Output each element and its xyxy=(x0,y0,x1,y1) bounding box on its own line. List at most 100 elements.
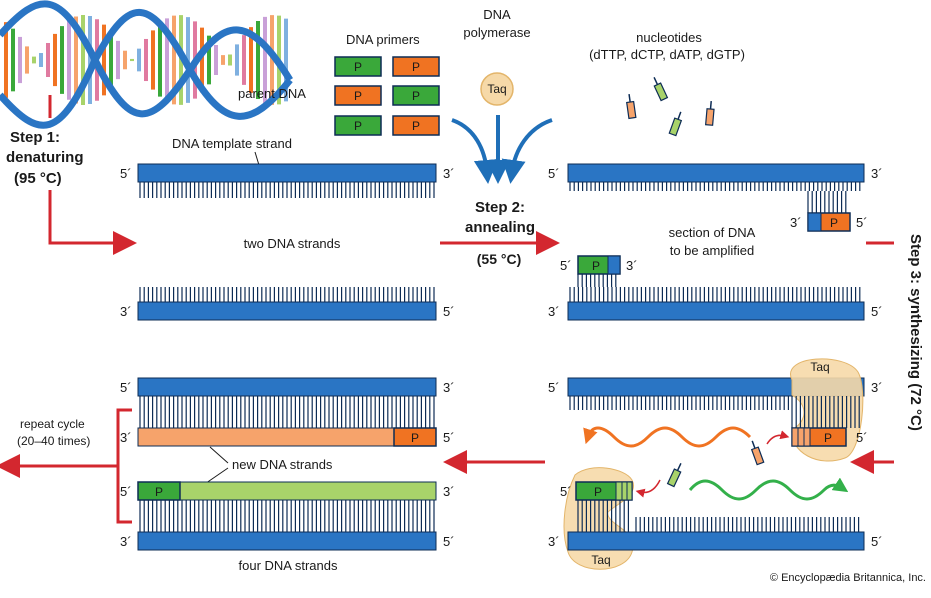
strand-end-5: 5´ xyxy=(871,534,883,549)
new-strands-label: new DNA strands xyxy=(232,457,333,472)
nucleotides-arrow xyxy=(501,118,553,184)
strand-end-3: 3´ xyxy=(871,380,883,395)
annealed-strand-bottom xyxy=(567,301,865,321)
base-ticks xyxy=(569,182,861,191)
primer-bound-ticks xyxy=(807,191,847,213)
strand-end-3: 3´ xyxy=(443,380,455,395)
strand-end-5: 5´ xyxy=(443,304,455,319)
primers-arrow xyxy=(451,118,498,184)
base-ticks xyxy=(569,396,790,410)
primer-green xyxy=(137,481,181,501)
strand-end-3: 3´ xyxy=(548,534,560,549)
nucleotides-types: (dTTP, dCTP, dATP, dGTP) xyxy=(589,47,745,62)
base-ticks xyxy=(139,396,435,428)
step2-title: Step 2: xyxy=(475,199,525,216)
primer-letter: P xyxy=(830,216,838,230)
new-strands-pointer xyxy=(209,446,229,464)
four-strands-template-1 xyxy=(137,377,437,397)
primer-end-5: 5´ xyxy=(856,430,868,445)
repeat-label-2: (20–40 times) xyxy=(17,434,90,448)
dna-primers-label: DNA primers xyxy=(346,32,420,47)
base-ticks xyxy=(139,182,435,198)
annealed-strand-top xyxy=(567,163,865,183)
primer-sample xyxy=(334,115,382,136)
primer-sample xyxy=(334,56,382,77)
base-ticks xyxy=(577,500,630,532)
primer-orange xyxy=(393,427,437,447)
primer-sample xyxy=(392,85,440,106)
strand-end-5: 5´ xyxy=(443,430,455,445)
taq-label: Taq xyxy=(487,82,506,96)
synthesis-direction-left xyxy=(583,426,752,448)
taq-enzyme-icon xyxy=(480,72,514,106)
primer-letter: P xyxy=(354,89,362,103)
nucleotide-join-arrow xyxy=(635,479,661,498)
taq-label: Taq xyxy=(810,360,829,374)
strand-end-3: 3´ xyxy=(120,430,132,445)
template-strand-bottom xyxy=(137,301,437,321)
step1-title: Step 1: xyxy=(10,129,60,146)
step3-label: Step 3: synthesizing (72 °C) xyxy=(907,234,924,431)
base-ticks xyxy=(791,396,860,428)
nucleotide-icon xyxy=(626,94,637,120)
base-ticks xyxy=(635,517,860,532)
strand-end-3: 3´ xyxy=(120,304,132,319)
copyright-text: © Encyclopædia Britannica, Inc. xyxy=(770,572,926,584)
new-nucleotides xyxy=(615,481,633,501)
primer-letter: P xyxy=(824,431,832,445)
incoming-nucleotide-icon xyxy=(666,462,682,488)
strand-end-5: 5´ xyxy=(120,484,132,499)
parent-dna-helix xyxy=(0,0,293,129)
primer-letter: P xyxy=(354,60,362,74)
synth-strand-top xyxy=(567,377,865,397)
step1-name: denaturing xyxy=(6,149,84,166)
repeat-bracket xyxy=(116,408,132,524)
primer-letter: P xyxy=(155,485,163,499)
primer-blue-end xyxy=(807,212,822,232)
strand-end-5: 5´ xyxy=(548,380,560,395)
polymerase-label-2: polymerase xyxy=(463,25,530,40)
section-label-1: section of DNA xyxy=(669,225,756,240)
step2-name: annealing xyxy=(465,219,535,236)
primer-end-3: 3´ xyxy=(790,215,802,230)
nucleotide-icon xyxy=(653,76,669,102)
primer-sample xyxy=(334,85,382,106)
incoming-nucleotide-icon xyxy=(750,440,765,466)
primer-samples: P P P P P P xyxy=(334,56,440,136)
primer-letter: P xyxy=(411,431,419,445)
new-nucleotides xyxy=(791,427,811,447)
primer-letter: P xyxy=(594,485,602,499)
strand-end-3: 3´ xyxy=(443,166,455,181)
section-label-2: to be amplified xyxy=(670,243,755,258)
primer-end-5: 5´ xyxy=(560,484,572,499)
nucleotides-label: nucleotides xyxy=(636,30,702,45)
parent-dna-label: parent DNA xyxy=(238,86,306,101)
nucleotide-join-arrow xyxy=(766,430,790,445)
strand-end-3: 3´ xyxy=(443,484,455,499)
four-strands-template-2 xyxy=(137,531,437,551)
polymerase-label-1: DNA xyxy=(483,7,511,22)
primer-sample xyxy=(392,115,440,136)
new-strand-orange xyxy=(137,427,437,447)
primer-letter: P xyxy=(412,89,420,103)
synthesis-direction-right xyxy=(688,477,849,501)
strand-end-3: 3´ xyxy=(548,304,560,319)
free-nucleotides xyxy=(626,76,715,137)
primer-bound-ticks xyxy=(577,274,617,287)
strand-end-5: 5´ xyxy=(871,304,883,319)
base-ticks xyxy=(139,500,435,532)
primer-end-5: 5´ xyxy=(560,258,572,273)
strand-end-5: 5´ xyxy=(443,534,455,549)
primer-end-5: 5´ xyxy=(856,215,868,230)
helix-backbone-1 xyxy=(0,0,293,118)
strand-end-3: 3´ xyxy=(871,166,883,181)
new-strand-green xyxy=(137,481,437,501)
primer-blue-end xyxy=(607,255,621,275)
primer-letter: P xyxy=(412,60,420,74)
primer-end-3: 3´ xyxy=(626,258,638,273)
strand-end-5: 5´ xyxy=(120,380,132,395)
strand-end-5: 5´ xyxy=(120,166,132,181)
step2-temp: (55 °C) xyxy=(477,251,522,267)
primer-letter: P xyxy=(354,119,362,133)
